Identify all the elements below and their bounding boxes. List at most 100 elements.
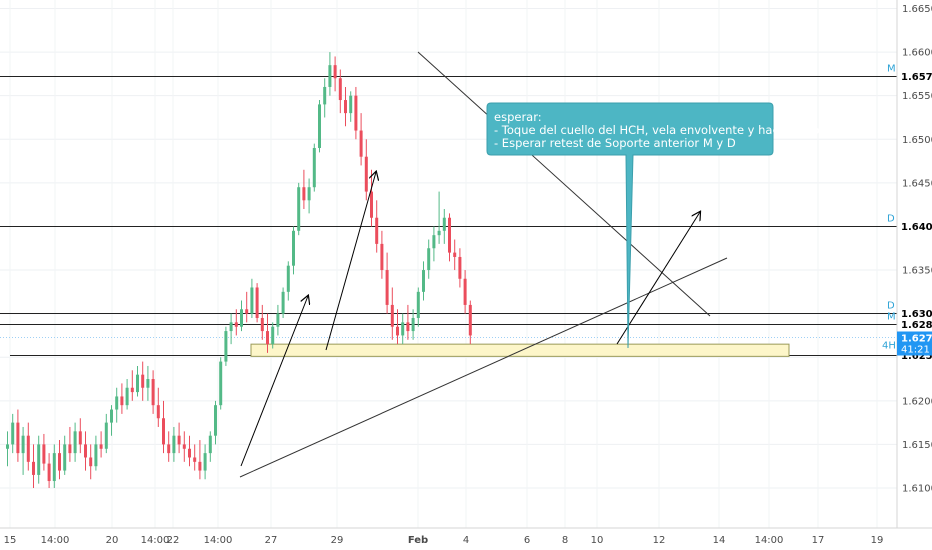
candle-down [463, 270, 467, 314]
candle-up [52, 444, 56, 488]
candle-up [411, 309, 415, 340]
time-tick-label: 29 [331, 535, 344, 546]
candle-body [385, 270, 389, 305]
candle-up [276, 304, 280, 336]
candle-body [297, 187, 301, 231]
candle-body [302, 187, 306, 201]
ascending-neckline [239, 257, 728, 478]
candle-body [448, 217, 451, 253]
candle-body [281, 291, 285, 314]
time-tick-label: 4 [463, 535, 469, 546]
candle-body [333, 65, 337, 79]
candle-down [42, 433, 46, 471]
candle-body [359, 130, 363, 157]
candle-down [458, 248, 462, 288]
candle-body [136, 374, 139, 393]
candle-up [136, 365, 139, 397]
candle-down [354, 86, 358, 140]
candle-up [323, 78, 327, 118]
candle-up [11, 413, 15, 454]
timeframe-tag: 4H [882, 341, 896, 352]
candle-down [302, 169, 306, 210]
level-label-box [898, 219, 932, 234]
candle-down [380, 230, 384, 279]
candle-body [323, 86, 327, 105]
level-labels: 1.65727 M 1.64010 D 1.63013 D 1.62878 M 1.62530 1… [882, 64, 932, 363]
level-label-box [898, 317, 932, 332]
candle-body [21, 435, 25, 454]
time-tick-label: 20 [106, 535, 119, 546]
candle-up [21, 426, 25, 475]
time-tick-label: 19 [871, 535, 884, 546]
candle-body [250, 287, 254, 314]
time-tick-label: 10 [591, 535, 604, 546]
level-label: 1.64010 [901, 222, 932, 233]
callout-text-line: - Esperar retest de Soporte anterior M y… [494, 136, 736, 150]
candle-body [146, 379, 150, 388]
candle-body [229, 322, 233, 332]
candle-body [99, 444, 103, 449]
candle-down [396, 309, 399, 345]
candle-body [442, 217, 446, 231]
candle-up [6, 431, 9, 467]
candle-up [416, 287, 420, 327]
candle-body [406, 322, 410, 332]
candle-body [26, 435, 30, 462]
time-tick-label: 14:00 [41, 535, 70, 546]
candle-body [89, 457, 93, 467]
candle-body [219, 361, 223, 406]
candle-down [359, 113, 363, 166]
candle-up [94, 435, 98, 471]
candle-body [224, 331, 228, 362]
annotation-callout[interactable]: esperar:- Toque del cuello del HCH, vela… [486, 102, 827, 349]
time-tick-label: 17 [812, 535, 825, 546]
candle-body [266, 331, 269, 345]
candle-up [63, 435, 67, 475]
candle-up [427, 239, 431, 279]
candle-body [312, 147, 316, 188]
time-tick-label: 22 [167, 535, 180, 546]
candle-up [422, 261, 425, 301]
price-tick-label: 1.61000 [902, 484, 932, 495]
candle-body [16, 422, 20, 454]
candle-down [344, 86, 347, 127]
candle-body [172, 435, 176, 454]
time-tick-label: 14:00 [755, 535, 784, 546]
candle-body [182, 444, 186, 449]
candle-up [312, 143, 316, 192]
candle-down [338, 69, 342, 114]
candle-body [214, 405, 217, 436]
candle-down [58, 440, 61, 480]
candle-body [432, 235, 436, 249]
price-tick-label: 1.64500 [902, 178, 932, 189]
candle-body [380, 243, 384, 271]
candle-body [58, 453, 61, 471]
candle-down [390, 287, 394, 340]
time-tick-label: 14:00 [141, 535, 170, 546]
candle-body [52, 453, 56, 482]
candle-body [167, 444, 171, 454]
candle-down [193, 444, 197, 471]
candle-down [167, 431, 171, 462]
candle-down [156, 387, 160, 427]
descending-trendline [417, 51, 711, 317]
projection-arrow [616, 212, 700, 345]
candle-body [156, 405, 160, 419]
candle-up [307, 178, 311, 214]
candle-body [115, 396, 119, 410]
candle-up [208, 431, 212, 462]
candle-up [286, 261, 290, 301]
candle-body [318, 104, 321, 148]
candle-body [84, 444, 87, 458]
support-zone-rect [250, 343, 790, 357]
candle-body [193, 457, 197, 462]
candle-down [177, 422, 181, 454]
candle-up [349, 91, 353, 122]
countdown-timer: 41:21 [901, 345, 930, 356]
candle-body [307, 187, 311, 201]
candle-up [271, 322, 275, 349]
callout-text-line: esperar: [494, 110, 542, 124]
drawings [239, 51, 728, 478]
